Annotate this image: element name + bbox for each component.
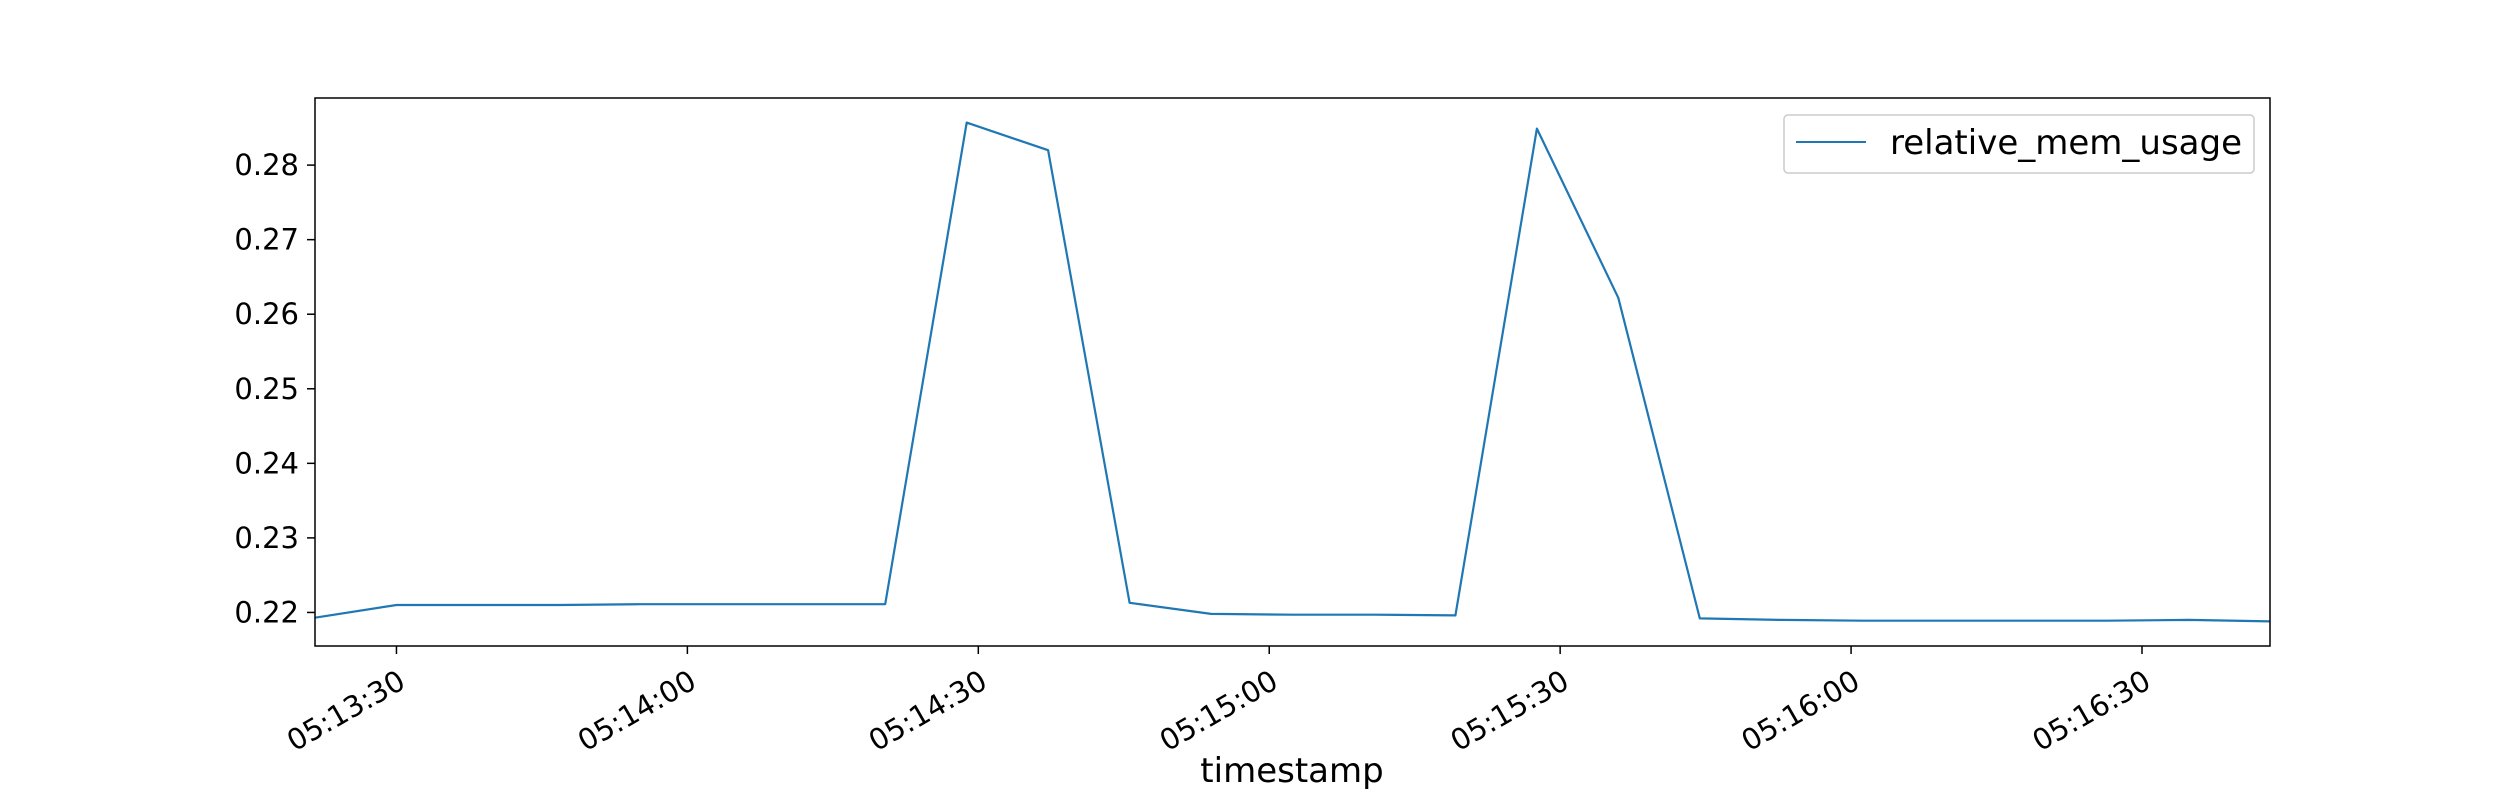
- x-tick-label: 05:16:00: [1736, 663, 1866, 758]
- y-axis: 0.22 0.23 0.24 0.25 0.26 0.27 0.28: [234, 148, 315, 629]
- series-line: [314, 121, 2271, 623]
- x-tick-label: 05:16:30: [2026, 663, 2156, 758]
- x-tick-label: 05:15:00: [1154, 663, 1284, 758]
- y-tick-label: 0.25: [234, 372, 299, 406]
- x-axis: 05:13:30 05:14:00 05:14:30 05:15:00 05:15:30…: [281, 646, 2156, 758]
- y-tick-label: 0.23: [234, 521, 299, 555]
- legend-label: relative_mem_usage: [1890, 123, 2242, 163]
- y-tick-label: 0.26: [234, 297, 299, 331]
- x-tick-label: 05:15:30: [1445, 663, 1575, 758]
- legend-frame: [1783, 114, 2255, 174]
- x-tick-label: 05:13:30: [281, 663, 411, 758]
- y-tick-label: 0.27: [234, 223, 299, 257]
- x-axis-label: timestamp: [1200, 751, 1383, 791]
- plot-frame: [314, 97, 2271, 647]
- legend: relative_mem_usage: [1783, 114, 2255, 174]
- x-tick-label: 05:14:00: [572, 663, 702, 758]
- y-tick-label: 0.22: [234, 595, 299, 629]
- x-tick-label: 05:14:30: [863, 663, 993, 758]
- series-layer: [314, 121, 2271, 623]
- y-tick-label: 0.28: [234, 148, 299, 182]
- plot-area: [315, 98, 2270, 646]
- y-tick-label: 0.24: [234, 446, 299, 480]
